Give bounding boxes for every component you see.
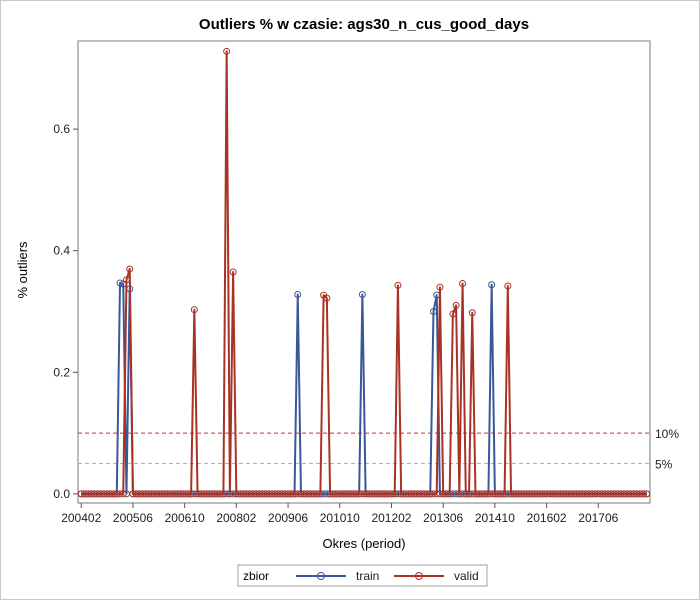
data-point-valid [122, 276, 130, 284]
legend-label-valid: valid [454, 569, 479, 583]
x-tick-label: 200506 [113, 511, 153, 525]
reference-line-label: 10% [655, 427, 679, 441]
x-tick-label: 201602 [527, 511, 567, 525]
data-point-train [294, 290, 302, 298]
data-point-valid [429, 490, 437, 498]
y-tick-label: 0.0 [53, 487, 70, 501]
y-tick-label: 0.2 [53, 365, 70, 379]
data-point-train [429, 308, 437, 316]
data-point-valid [459, 280, 467, 288]
data-point-valid [449, 310, 457, 318]
data-point-valid [387, 490, 395, 498]
x-tick-label: 200802 [216, 511, 256, 525]
x-tick-label: 201706 [578, 511, 618, 525]
legend-label-train: train [356, 569, 379, 583]
plot-area [77, 40, 651, 504]
data-point-valid [116, 490, 124, 498]
data-point-valid [643, 490, 651, 498]
y-tick-label: 0.6 [53, 122, 70, 136]
data-point-valid [323, 294, 331, 302]
legend-marker-valid [415, 572, 423, 580]
data-point-valid [216, 490, 224, 498]
data-point-valid [394, 281, 402, 289]
data-point-valid [313, 490, 321, 498]
data-point-valid [446, 490, 454, 498]
data-point-valid [190, 306, 198, 314]
data-point-valid [184, 490, 192, 498]
x-tick-label: 201010 [320, 511, 360, 525]
legend-title: zbior [243, 569, 269, 583]
y-axis-label: % outliers [15, 241, 30, 299]
legend: zbior train valid [237, 564, 488, 587]
data-point-valid [442, 490, 450, 498]
data-point-train [488, 281, 496, 289]
legend-box [237, 564, 488, 587]
data-point-train [358, 290, 366, 298]
data-point-valid [119, 490, 127, 498]
data-point-valid [229, 268, 237, 276]
data-point-valid [316, 490, 324, 498]
data-point-valid [468, 309, 476, 317]
x-tick-label: 201202 [371, 511, 411, 525]
data-point-train [116, 279, 124, 287]
data-point-valid [504, 282, 512, 290]
y-tick-label: 0.4 [53, 244, 70, 258]
reference-line-label: 5% [655, 457, 673, 471]
x-axis-label: Okres (period) [322, 536, 405, 551]
x-tick-label: 201306 [423, 511, 463, 525]
data-point-valid [452, 301, 460, 309]
x-tick-label: 201410 [475, 511, 515, 525]
x-tick-label: 200906 [268, 511, 308, 525]
data-point-valid [223, 47, 231, 55]
data-point-valid [126, 265, 134, 273]
legend-marker-train [317, 572, 325, 580]
chart-title: Outliers % w czasie: ags30_n_cus_good_da… [199, 16, 529, 33]
data-point-valid [640, 490, 648, 498]
x-tick-label: 200402 [61, 511, 101, 525]
data-point-valid [436, 283, 444, 291]
x-tick-label: 200610 [165, 511, 205, 525]
data-point-valid [497, 490, 505, 498]
data-point-valid [462, 490, 470, 498]
